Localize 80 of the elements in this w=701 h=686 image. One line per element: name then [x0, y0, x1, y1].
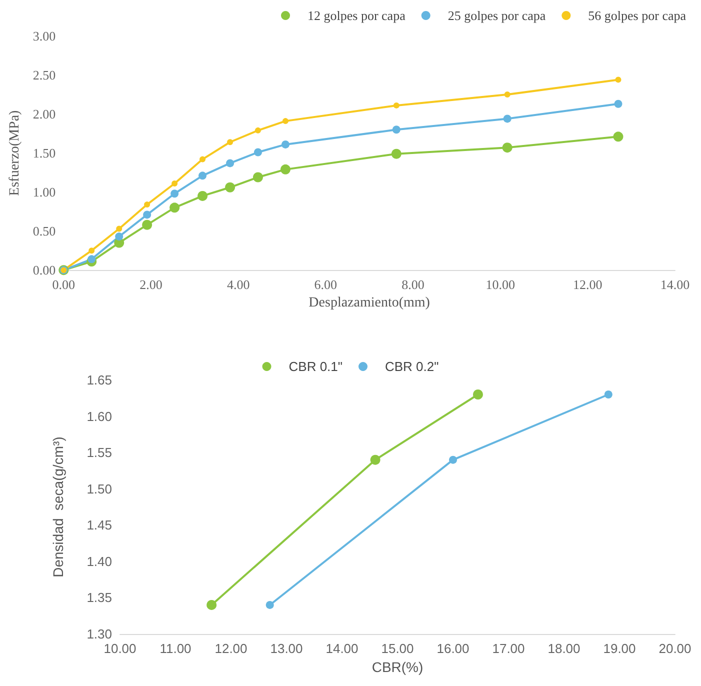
point: [115, 232, 124, 241]
y-tick-label: 1.50: [32, 146, 56, 161]
point: [198, 190, 208, 201]
legend-label: 56 golpes por capa: [588, 8, 686, 23]
point: [613, 132, 624, 142]
x-tick-label: 13.00: [270, 641, 303, 656]
y-tick-label: 1.60: [86, 408, 112, 424]
point: [503, 114, 512, 123]
point: [614, 100, 622, 108]
legend-label: 12 golpes por capa: [308, 8, 406, 23]
y-tick-label: 1.30: [86, 626, 112, 642]
x-tick-label: 0.00: [52, 277, 76, 292]
y-axis-title: Esfuerzo(MPa): [8, 110, 22, 196]
x-tick-label: 4.00: [226, 277, 250, 292]
point: [88, 248, 95, 254]
y-tick-label: 3.00: [32, 28, 56, 44]
x-tick-label: 14.00: [660, 277, 690, 292]
point: [449, 456, 457, 464]
point: [227, 139, 234, 146]
legend-label: 25 golpes por capa: [448, 8, 546, 23]
y-tick-label: 1.45: [86, 518, 112, 533]
point: [170, 202, 180, 213]
point: [225, 182, 236, 192]
y-tick-label: 2.00: [32, 106, 56, 122]
y-tick-label: 1.40: [86, 554, 112, 569]
point: [281, 140, 290, 148]
point: [254, 148, 262, 156]
x-tick-label: 14.00: [326, 641, 358, 656]
point: [206, 600, 217, 610]
x-tick-label: 17.00: [492, 641, 525, 656]
x-tick-label: 19.00: [603, 641, 636, 656]
point: [172, 180, 178, 186]
legend-label: CBR 0.1": [288, 359, 343, 374]
point: [142, 220, 152, 230]
x-tick-label: 15.00: [381, 641, 414, 656]
point: [615, 76, 622, 83]
point: [282, 118, 288, 124]
point: [472, 390, 483, 400]
point: [226, 159, 234, 168]
point: [266, 600, 274, 609]
x-tick-label: 2.00: [140, 277, 162, 292]
y-axis-title: Densidad seca(g/cm³): [50, 436, 66, 578]
x-axis-title: Desplazamiento(mm): [308, 296, 430, 310]
point: [604, 390, 612, 399]
x-tick-label: 8.00: [402, 277, 424, 292]
y-tick-label: 1.35: [86, 590, 112, 606]
y-tick-label: 1.65: [86, 372, 112, 388]
y-tick-label: 1.50: [86, 481, 112, 496]
point: [116, 226, 122, 232]
legend-label: CBR 0.2": [385, 359, 440, 374]
point: [200, 156, 206, 162]
x-tick-label: 6.00: [314, 277, 338, 292]
x-tick-label: 18.00: [548, 641, 580, 656]
point: [370, 454, 380, 465]
point: [252, 172, 263, 182]
x-tick-label: 10.00: [486, 277, 515, 292]
y-tick-label: 1.00: [32, 184, 56, 200]
point: [198, 172, 207, 180]
point: [502, 142, 512, 153]
point: [88, 255, 96, 264]
x-tick-label: 16.00: [436, 641, 470, 656]
point: [144, 202, 150, 208]
point: [143, 210, 152, 219]
x-tick-label: 10.00: [104, 641, 136, 656]
point: [504, 92, 510, 98]
point: [391, 148, 402, 159]
y-tick-label: 2.50: [32, 68, 56, 83]
point: [392, 126, 400, 134]
y-tick-label: 0.50: [32, 224, 56, 239]
point: [393, 102, 400, 108]
x-tick-label: 20.00: [658, 641, 692, 656]
y-tick-label: 1.55: [86, 445, 112, 460]
x-tick-label: 12.00: [573, 277, 602, 292]
point: [280, 164, 290, 174]
x-axis-title: CBR(%): [372, 658, 424, 675]
y-tick-label: 0.00: [32, 262, 56, 278]
point: [170, 190, 179, 198]
x-tick-label: 12.00: [214, 641, 248, 656]
x-tick-label: 11.00: [160, 641, 192, 656]
point: [254, 127, 261, 134]
